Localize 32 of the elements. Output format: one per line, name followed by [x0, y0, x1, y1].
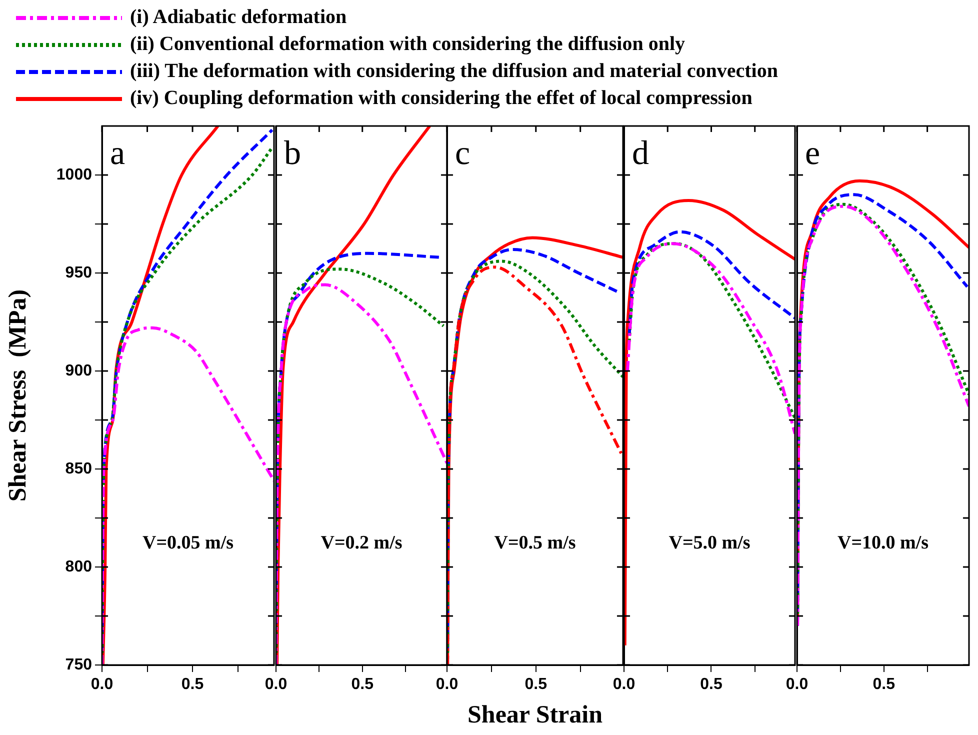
x-tick-label: 0.5: [181, 676, 204, 694]
y-axis-title: Shear Stress (MPa): [4, 289, 32, 502]
x-tick-label: 0.5: [700, 676, 722, 694]
legend-label: (iii) The deformation with considering the diffusion and material convection: [130, 60, 778, 83]
x-tick-label: 0.5: [351, 676, 374, 694]
annotation: V=0.05 m/s: [142, 532, 234, 554]
annotation: c: [455, 134, 470, 172]
annotation: b: [284, 134, 301, 172]
annotation: V=0.5 m/s: [494, 532, 576, 554]
x-tick-label: 0.0: [264, 676, 288, 694]
annotation: a: [110, 134, 126, 172]
x-axis-title: Shear Strain: [468, 701, 603, 728]
annotation: V=5.0 m/s: [668, 532, 750, 554]
x-tick-label: 0.5: [872, 676, 896, 694]
x-tick-label: 0.0: [786, 676, 808, 694]
x-tick-label: 0.0: [612, 676, 636, 694]
text: (iv) Coupling deformation with considering the effet of local compression: [130, 87, 752, 110]
annotation: V=0.2 m/s: [320, 532, 402, 554]
y-tick-label: 900: [65, 362, 92, 380]
y-tick-label: 850: [65, 460, 92, 478]
y-tick-label: 750: [65, 656, 92, 674]
legend-label: (ii) Conventional deformation with considering the diffusion only: [130, 33, 686, 56]
y-tick-label: 800: [65, 558, 92, 576]
legend-label: (i) Adiabatic deformation: [130, 6, 347, 29]
y-tick-label: 950: [65, 264, 92, 282]
annotation: e: [805, 134, 820, 172]
x-tick-label: 0.0: [436, 676, 458, 694]
annotation: d: [632, 134, 649, 172]
annotation: V=10.0 m/s: [837, 532, 929, 554]
y-tick-label: 1000: [56, 166, 92, 184]
x-tick-label: 0.5: [524, 676, 548, 694]
x-tick-label: 0.0: [90, 676, 114, 694]
